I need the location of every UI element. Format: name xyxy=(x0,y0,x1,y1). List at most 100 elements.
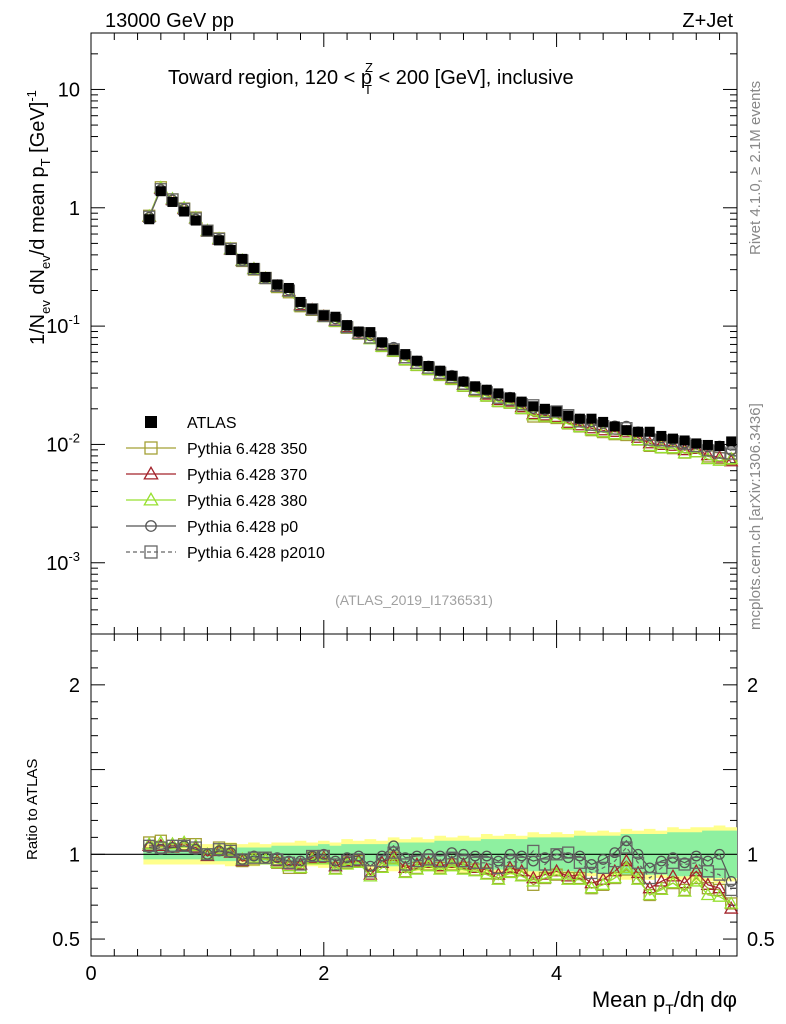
ratio-series-point xyxy=(537,867,553,880)
ratio-series-point xyxy=(479,867,494,880)
ratio-series-point xyxy=(607,863,623,877)
ratio-series-point xyxy=(141,838,157,851)
ratio-series-point xyxy=(328,862,343,875)
ratio-series-point xyxy=(353,850,365,862)
ratio-series-point xyxy=(248,850,260,862)
y-tick-label: 1 xyxy=(69,198,80,220)
legend-label: Pythia 6.428 380 xyxy=(187,493,307,510)
ratio-series-point xyxy=(143,842,155,853)
ratio-series-point xyxy=(225,847,237,859)
ratio-series-point xyxy=(481,850,493,862)
ratio-series-point xyxy=(725,875,737,887)
ratio-series-point xyxy=(537,870,553,884)
analysis-watermark: (ATLAS_2019_I1736531) xyxy=(335,592,493,608)
atlas-data-point xyxy=(656,430,667,441)
main-series-point xyxy=(677,445,692,459)
process-label: Z+Jet xyxy=(682,10,733,32)
ratio-frame xyxy=(90,633,738,957)
ratio-series-point xyxy=(167,842,178,853)
main-series-line xyxy=(148,187,732,462)
legend-entry-pythia-6-428-p2010: Pythia 6.428 p2010 xyxy=(126,545,325,562)
legend-marker xyxy=(143,491,159,506)
atlas-data-point xyxy=(644,426,655,437)
main-series-point xyxy=(584,420,599,434)
main-series-point xyxy=(654,437,669,451)
ratio-series-point xyxy=(211,841,227,855)
atlas-data-point xyxy=(574,413,585,424)
ratio-series-point xyxy=(318,848,330,860)
y-axis-label-main: 1/Nev dNev/d mean pT [GeV]-1 xyxy=(24,90,53,345)
ratio-series-point xyxy=(677,884,692,897)
atlas-data-point xyxy=(563,410,574,421)
main-series-point xyxy=(725,447,738,460)
ratio-series-point xyxy=(560,872,576,885)
y-tick-label: 10 xyxy=(58,79,80,101)
atlas-data-point xyxy=(598,416,609,427)
ratio-series-point xyxy=(258,851,273,865)
main-series-point xyxy=(700,451,716,465)
ratio-series-point xyxy=(271,852,283,864)
atlas-data-point xyxy=(423,361,434,372)
ratio-series-point xyxy=(677,875,692,889)
ratio-series-point xyxy=(398,865,413,879)
legend-entry-pythia-6-428-350: Pythia 6.428 350 xyxy=(126,441,307,458)
ratio-series-point xyxy=(630,865,646,879)
ratio-tick-label-right: 0.5 xyxy=(747,929,775,951)
atlas-data-point xyxy=(726,436,737,447)
legend-label: ATLAS xyxy=(187,415,237,432)
ratio-series-point xyxy=(236,853,248,865)
ratio-series-point xyxy=(572,872,588,885)
ratio-series-point xyxy=(620,863,633,876)
main-panel xyxy=(90,32,738,635)
ratio-series-point xyxy=(562,846,575,859)
atlas-data-point xyxy=(283,282,294,293)
ratio-series-point xyxy=(630,872,646,885)
atlas-data-point xyxy=(214,235,225,246)
atlas-data-point xyxy=(539,403,550,414)
legend-marker xyxy=(144,441,158,455)
rivet-label: Rivet 4.1.0, ≥ 2.1M events xyxy=(747,81,764,255)
main-series-point xyxy=(560,416,576,430)
atlas-data-point xyxy=(144,214,155,225)
main-series-point xyxy=(572,417,588,431)
ratio-series-point xyxy=(597,853,609,865)
legend-marker xyxy=(143,465,159,480)
atlas-data-point xyxy=(609,421,620,432)
legend-entry-pythia-6-428-370: Pythia 6.428 370 xyxy=(126,465,307,484)
y-tick-exponent: -2 xyxy=(68,430,80,445)
ratio-series-point xyxy=(421,855,436,868)
main-series-line xyxy=(148,186,732,462)
ratio-series-point xyxy=(399,852,411,864)
ratio-series-point xyxy=(223,843,238,857)
y-tick-label: 10-2 xyxy=(46,430,80,456)
ratio-series-point xyxy=(260,852,272,864)
main-series-point xyxy=(712,453,727,466)
main-series-atlas xyxy=(144,186,737,451)
ratio-series-point xyxy=(607,870,623,884)
main-series-point xyxy=(712,449,727,463)
ratio-series-point xyxy=(596,861,610,875)
region-title-sub: T xyxy=(364,82,372,97)
atlas-data-point xyxy=(167,196,178,207)
atlas-data-point xyxy=(400,349,411,360)
ratio-series-point xyxy=(539,852,551,864)
atlas-data-point xyxy=(481,384,492,395)
atlas-data-point xyxy=(446,370,457,381)
ratio-series-point xyxy=(655,855,667,867)
ratio-series-point xyxy=(620,835,632,847)
legend-marker xyxy=(145,416,157,428)
ratio-series-point xyxy=(516,850,528,862)
atlas-data-point xyxy=(190,215,201,226)
ratio-series-point xyxy=(316,850,332,863)
atlas-data-point xyxy=(330,311,341,322)
atlas-data-point xyxy=(679,435,690,446)
ratio-series-point xyxy=(549,867,564,880)
ratio-series-point xyxy=(339,853,355,867)
atlas-data-point xyxy=(248,262,259,273)
ratio-series-point xyxy=(538,858,552,871)
atlas-data-point xyxy=(260,272,271,283)
ratio-series-point xyxy=(619,860,634,874)
ratio-series-point xyxy=(712,880,727,894)
legend-label: Pythia 6.428 p0 xyxy=(187,519,298,536)
